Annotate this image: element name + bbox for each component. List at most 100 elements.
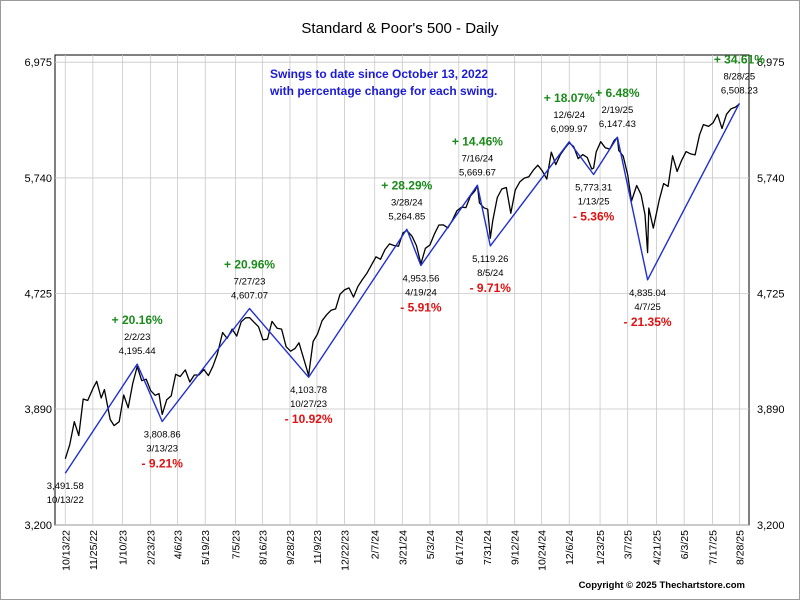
- swing-annotation: + 20.16% 2/2/23 4,195.44: [112, 313, 163, 357]
- x-tick-label: 11/9/23: [312, 530, 324, 564]
- swing-value-label: 3,808.86: [144, 430, 181, 441]
- x-tick-label: 10/13/22: [60, 530, 72, 571]
- swing-pct-label: + 20.16%: [112, 313, 163, 327]
- x-tick-label: 4/21/25: [652, 530, 664, 565]
- x-tick-label: 3/21/24: [397, 530, 409, 565]
- x-axis-ticks: 10/13/22 11/25/22 1/10/23 2/23/23 4/6/23 5/19…: [60, 530, 746, 571]
- x-tick-label: 10/24/24: [537, 530, 549, 571]
- note-line-1: Swings to date since October 13, 2022: [270, 67, 488, 81]
- x-tick-label: 5/19/23: [200, 530, 212, 565]
- swing-pct-label: - 10.92%: [285, 412, 333, 426]
- swing-line: [64, 102, 741, 474]
- x-tick-label: 1/23/25: [595, 530, 607, 565]
- swing-annotation: + 34.61% 8/28/25 6,508.23: [714, 52, 765, 96]
- swing-annotation: 5,119.26 8/5/24 - 9.71%: [470, 254, 512, 295]
- price-line: [64, 103, 740, 459]
- y-tick-label-left: 5,740: [24, 173, 52, 185]
- swing-annotation: 3,808.86 3/13/23 - 9.21%: [142, 430, 184, 471]
- swing-date-label: 7/16/24: [462, 153, 494, 164]
- swing-pct-label: + 20.96%: [224, 258, 275, 272]
- swing-value-label: 4,195.44: [119, 346, 156, 357]
- x-tick-label: 8/28/25: [734, 530, 746, 565]
- swing-annotation: 4,835.04 4/7/25 - 21.35%: [624, 288, 672, 329]
- swing-pct-label: - 21.35%: [624, 315, 672, 329]
- x-tick-label: 7/5/23: [230, 530, 242, 559]
- series-lines: [64, 102, 741, 474]
- swing-value-label: 6,147.43: [599, 119, 636, 130]
- x-tick-label: 7/17/25: [707, 530, 719, 565]
- swing-date-label: 7/27/23: [234, 277, 266, 288]
- y-tick-label-right: 4,725: [757, 289, 785, 301]
- swing-pct-label: - 5.36%: [573, 210, 615, 224]
- swing-value-label: 5,669.67: [459, 167, 496, 178]
- swing-pct-label: - 5.91%: [400, 300, 442, 314]
- x-tick-label: 12/22/23: [340, 530, 352, 571]
- swing-date-label: 10/13/22: [47, 495, 84, 506]
- x-tick-label: 1/10/23: [117, 530, 129, 565]
- swing-date-label: 8/28/25: [724, 71, 756, 82]
- swing-date-label: 1/13/25: [578, 197, 610, 208]
- swing-value-label: 6,508.23: [721, 85, 758, 96]
- swing-date-label: 12/6/24: [553, 110, 585, 121]
- swing-annotation: + 6.48% 2/19/25 6,147.43: [595, 86, 640, 130]
- swing-date-label: 4/19/24: [405, 287, 437, 298]
- y-tick-label-right: 6,975: [757, 57, 785, 69]
- gridlines: [55, 55, 749, 526]
- copyright-text: Copyright © 2025 Thechartstore.com: [579, 580, 745, 591]
- x-tick-label: 6/3/25: [679, 530, 691, 559]
- swing-annotation: + 28.29% 3/28/24 5,264.85: [381, 178, 432, 222]
- x-tick-label: 7/31/24: [482, 530, 494, 565]
- x-tick-label: 3/7/25: [623, 530, 635, 559]
- swing-value-label: 4,103.78: [290, 385, 327, 396]
- swing-value-label: 5,119.26: [472, 254, 508, 265]
- swing-date-label: 8/5/24: [477, 268, 503, 279]
- x-tick-label: 9/12/24: [510, 530, 522, 565]
- y-tick-label-left: 6,975: [24, 57, 52, 69]
- swing-date-label: 2/19/25: [602, 105, 634, 116]
- y-tick-label-right: 3,200: [757, 520, 785, 532]
- x-tick-label: 11/25/22: [88, 530, 100, 570]
- swing-pct-label: + 6.48%: [595, 86, 640, 100]
- x-tick-label: 4/6/23: [173, 530, 185, 559]
- swing-date-label: 4/7/25: [634, 302, 660, 313]
- chart-title: Standard & Poor's 500 - Daily: [301, 20, 499, 37]
- swing-pct-label: + 34.61%: [714, 52, 765, 66]
- swing-value-label: 5,773.31: [575, 183, 612, 194]
- swing-value-label: 6,099.97: [551, 124, 588, 135]
- x-tick-label: 6/17/24: [454, 530, 466, 565]
- swing-value-label: 5,264.85: [388, 211, 425, 222]
- x-tick-label: 8/16/23: [257, 530, 269, 565]
- swing-value-label: 4,607.07: [231, 291, 268, 302]
- swing-pct-label: - 9.71%: [470, 281, 512, 295]
- y-tick-label-left: 4,725: [24, 289, 52, 301]
- x-tick-label: 5/3/24: [425, 530, 437, 559]
- y-tick-label-right: 5,740: [757, 173, 785, 185]
- swing-pct-label: + 14.46%: [452, 134, 503, 148]
- swing-annotation: + 14.46% 7/16/24 5,669.67: [452, 134, 503, 178]
- swing-date-label: 3/28/24: [391, 197, 423, 208]
- y-axis-ticks: 3,200 3,200 3,890 3,890 4,725 4,725 5,740 5,740…: [24, 57, 784, 532]
- swing-pct-label: + 28.29%: [381, 178, 432, 192]
- swing-annotation: + 20.96% 7/27/23 4,607.07: [224, 258, 275, 302]
- x-tick-label: 2/7/24: [370, 530, 382, 559]
- chart-note: Swings to date since October 13, 2022 wi…: [269, 67, 497, 98]
- note-line-2: with percentage change for each swing.: [269, 84, 497, 98]
- swing-date-label: 3/13/23: [146, 444, 178, 455]
- swing-value-label: 4,835.04: [629, 288, 666, 299]
- swing-date-label: 2/2/23: [124, 332, 150, 343]
- swing-pct-label: - 9.21%: [142, 457, 184, 471]
- swing-annotation: 4,103.78 10/27/23 - 10.92%: [285, 385, 333, 426]
- swing-value-label: 4,953.56: [402, 273, 439, 284]
- y-tick-label-left: 3,890: [24, 404, 52, 416]
- x-tick-label: 9/28/23: [285, 530, 297, 565]
- x-tick-label: 2/23/23: [146, 530, 158, 565]
- y-tick-label-right: 3,890: [757, 404, 785, 416]
- swing-annotation: + 18.07% 12/6/24 6,099.97: [544, 91, 595, 135]
- swing-pct-label: + 18.07%: [544, 91, 595, 105]
- swing-date-label: 10/27/23: [290, 399, 327, 410]
- swing-value-label: 3,491.58: [47, 481, 84, 492]
- swing-annotation: 4,953.56 4/19/24 - 5.91%: [400, 273, 442, 314]
- swing-annotation: 5,773.31 1/13/25 - 5.36%: [573, 183, 615, 224]
- swing-annotation: 3,491.58 10/13/22: [47, 481, 84, 506]
